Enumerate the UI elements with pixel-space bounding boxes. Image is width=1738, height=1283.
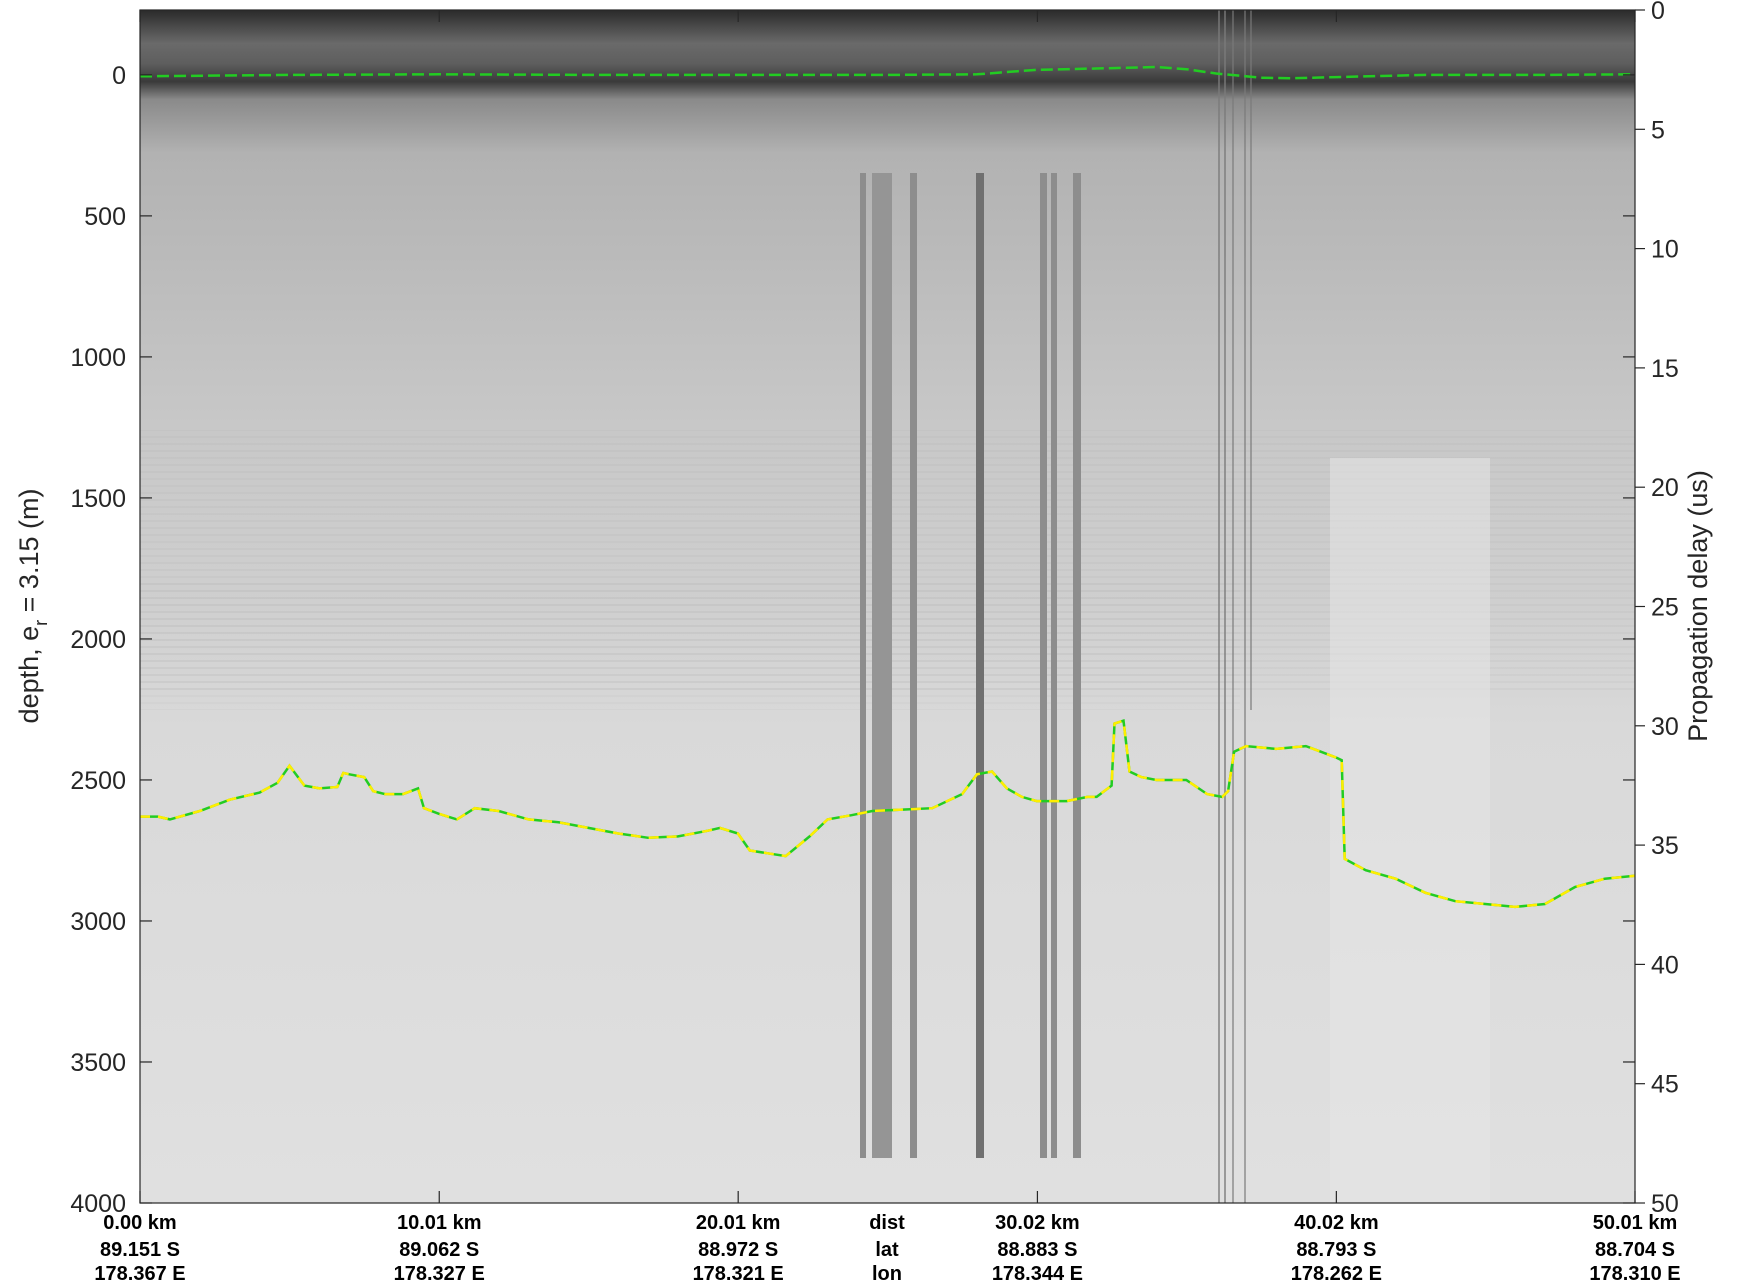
right-tick-label: 45 [1651, 1071, 1679, 1099]
tick-label-dist: 0.00 km [103, 1212, 176, 1234]
right-tick-label: 5 [1651, 116, 1665, 144]
right-tick-label: 50 [1651, 1190, 1679, 1218]
left-tick-label: 3000 [70, 908, 126, 936]
right-axis-title: Propagation delay (us) [1683, 470, 1713, 742]
left-tick-label: 500 [84, 203, 126, 231]
row-label-dist: dist [869, 1212, 905, 1234]
right-axis: 0 5 10 15 20 25 30 35 40 45 50 [1635, 0, 1679, 1218]
bed-pick-line-dashed [140, 719, 1635, 909]
tick-label-lon: 178.310 E [1589, 1263, 1680, 1283]
tick-label-dist: 10.01 km [397, 1212, 482, 1234]
tick-label-lat: 88.704 S [1595, 1239, 1675, 1261]
right-tick-label: 0 [1651, 0, 1665, 25]
tick-label-lon: 178.262 E [1291, 1263, 1382, 1283]
right-tick-label: 10 [1651, 236, 1679, 264]
tick-label-lat: 89.062 S [399, 1239, 479, 1261]
left-axis-title-subscript: r [31, 620, 51, 626]
tick-label-lon: 178.327 E [394, 1263, 485, 1283]
surface-pick-line [140, 65, 1635, 80]
right-tick-label: 30 [1651, 713, 1679, 741]
tick-label-lat: 89.151 S [100, 1239, 180, 1261]
right-tick-label: 35 [1651, 832, 1679, 860]
left-tick-label: 1500 [70, 485, 126, 513]
tick-label-lat: 88.883 S [997, 1239, 1077, 1261]
left-axis: 0 500 1000 1500 2000 2500 3000 3500 4000 [70, 62, 1635, 1218]
right-tick-label: 40 [1651, 951, 1679, 979]
echogram-image [140, 10, 1635, 1203]
row-label-lat: lat [875, 1239, 899, 1261]
brighter-block [1330, 458, 1490, 1203]
tick-label-lon: 178.321 E [693, 1263, 784, 1283]
left-axis-title: depth, er = 3.15 (m) [14, 489, 51, 724]
tick-label-lat: 88.793 S [1296, 1239, 1376, 1261]
right-tick-label: 15 [1651, 355, 1679, 383]
tick-label-lon: 178.367 E [94, 1263, 185, 1283]
tick-label-dist: 30.02 km [995, 1212, 1080, 1234]
left-tick-label: 1000 [70, 344, 126, 372]
tick-label-dist: 20.01 km [696, 1212, 781, 1234]
tick-label-dist: 50.01 km [1593, 1212, 1678, 1234]
right-tick-label: 20 [1651, 474, 1679, 502]
left-tick-label: 0 [112, 62, 126, 90]
right-tick-label: 25 [1651, 594, 1679, 622]
tick-label-dist: 40.02 km [1294, 1212, 1379, 1234]
left-tick-label: 4000 [70, 1190, 126, 1218]
left-tick-label: 2500 [70, 767, 126, 795]
left-axis-title-suffix: = 3.15 (m) [14, 489, 44, 620]
row-label-lon: lon [872, 1263, 902, 1283]
left-tick-label: 2000 [70, 626, 126, 654]
tick-label-lat: 88.972 S [698, 1239, 778, 1261]
left-axis-title-main: depth, e [14, 626, 44, 724]
left-tick-label: 3500 [70, 1049, 126, 1077]
data-gap-stripes [860, 10, 1252, 1203]
tick-label-lon: 178.344 E [992, 1263, 1083, 1283]
